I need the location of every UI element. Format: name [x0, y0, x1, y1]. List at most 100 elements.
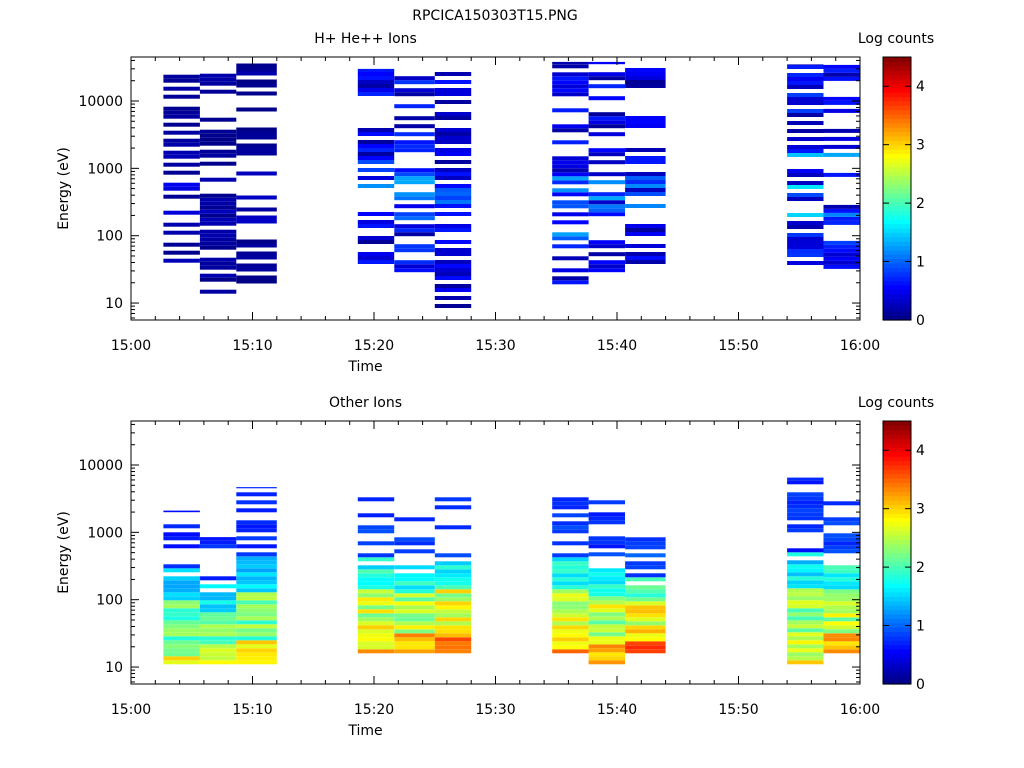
spectrogram-cell	[236, 243, 277, 248]
spectrogram-cell	[434, 284, 472, 288]
spectrogram-cell	[434, 92, 472, 96]
spectrogram-cell	[787, 261, 824, 265]
spectrogram-cell	[357, 625, 395, 630]
spectrogram-cell	[357, 140, 395, 144]
spectrogram-cell	[394, 593, 435, 598]
spectrogram-cell	[588, 584, 625, 589]
spectrogram-cell	[357, 525, 395, 530]
spectrogram-cell	[236, 528, 277, 533]
spectrogram-cell	[394, 541, 435, 546]
colorbar-swatch	[883, 118, 911, 124]
spectrogram-cell	[552, 244, 589, 249]
spectrogram-cell	[552, 569, 589, 574]
spectrogram-cell	[357, 609, 395, 614]
spectrogram-cell	[625, 541, 666, 546]
spectrogram-cell	[625, 232, 666, 236]
colorbar-swatch	[883, 267, 911, 273]
spectrogram-cell	[236, 263, 277, 268]
spectrogram-cell	[236, 536, 277, 541]
spectrogram-cell	[552, 565, 589, 570]
spectrogram-cell	[434, 553, 472, 558]
spectrogram-cell	[163, 106, 200, 111]
spectrogram-cell	[434, 497, 472, 502]
spectrogram-cell	[588, 572, 625, 577]
spectrogram-cell	[588, 552, 625, 557]
spectrogram-cell	[588, 576, 625, 581]
spectrogram-cell	[625, 553, 666, 558]
spectrogram-cell	[823, 541, 860, 546]
spectrogram-cell	[552, 601, 589, 606]
spectrogram-cell	[552, 525, 589, 530]
spectrogram-cell	[357, 148, 395, 152]
spectrogram-cell	[434, 148, 472, 152]
spectrogram-cell	[787, 213, 824, 217]
spectrogram-cell	[552, 581, 589, 586]
spectrogram-cell	[787, 636, 824, 641]
colorbar-swatch	[883, 473, 911, 479]
spectrogram-cell	[394, 565, 435, 570]
spectrogram-cell	[163, 620, 200, 625]
colorbar-swatch	[883, 631, 911, 637]
colorbar-swatch	[883, 192, 911, 198]
spectrogram-cell	[357, 84, 395, 88]
spectrogram-cell	[588, 648, 625, 653]
spectrogram-cell	[625, 589, 666, 594]
spectrogram-cell	[588, 152, 625, 157]
spectrogram-cell	[588, 636, 625, 641]
spectrogram-cell	[434, 212, 472, 216]
spectrogram-cell	[787, 113, 824, 117]
spectrogram-cell	[625, 585, 666, 590]
colorbar-frame	[882, 56, 912, 321]
spectrogram-cell	[357, 513, 395, 518]
spectrogram-cell	[552, 573, 589, 578]
spectrogram-cell	[434, 597, 472, 602]
spectrogram-cell	[199, 245, 237, 250]
colorbar-swatch	[883, 587, 911, 593]
spectrogram-cell	[357, 156, 395, 160]
spectrogram-cell	[434, 577, 472, 582]
x-tick-label: 15:50	[718, 338, 758, 354]
spectrogram-cell	[434, 605, 472, 610]
spectrogram-cell	[236, 576, 277, 581]
spectrogram-cell	[199, 229, 237, 234]
spectrogram-cell	[552, 553, 589, 558]
colorbar-swatch	[883, 100, 911, 106]
spectrogram-cell	[787, 93, 824, 97]
spectrogram-cell	[199, 660, 237, 665]
spectrogram-cell	[163, 544, 200, 549]
colorbar-swatch	[883, 302, 911, 308]
spectrogram-cell	[357, 160, 395, 164]
spectrogram-cell	[357, 589, 395, 594]
colorbar-swatch	[883, 421, 911, 426]
spectrogram-cell	[357, 212, 395, 216]
spectrogram-cell	[357, 649, 395, 654]
spectrogram-cell	[552, 88, 589, 93]
spectrogram-cell	[552, 276, 589, 281]
spectrogram-cell	[394, 132, 435, 137]
spectrogram-cell	[236, 127, 277, 132]
spectrogram-cell	[552, 220, 589, 225]
spectrogram-cell	[823, 545, 860, 550]
spectrogram-cell	[394, 228, 435, 233]
spectrogram-cell	[434, 589, 472, 594]
spectrogram-cell	[823, 617, 860, 622]
spectrogram-cell	[394, 244, 435, 249]
spectrogram-cell	[394, 248, 435, 253]
spectrogram-cell	[434, 252, 472, 256]
spectrogram-cell	[588, 116, 625, 121]
spectrogram-cell	[394, 625, 435, 630]
colorbar-swatch	[883, 548, 911, 554]
spectrogram-cell	[163, 584, 200, 589]
spectrogram-cell	[787, 185, 824, 189]
spectrogram-cell	[199, 153, 237, 158]
colorbar-label: Log counts	[858, 31, 934, 47]
spectrogram-cell	[787, 85, 824, 89]
spectrogram-cell	[787, 101, 824, 105]
spectrogram-cell	[394, 581, 435, 586]
spectrogram-cell	[199, 257, 237, 262]
spectrogram-cell	[787, 225, 824, 229]
spectrogram-cell	[236, 604, 277, 609]
spectrogram-cell	[625, 252, 666, 256]
spectrogram-cell	[588, 588, 625, 593]
spectrogram-cell	[163, 170, 200, 175]
